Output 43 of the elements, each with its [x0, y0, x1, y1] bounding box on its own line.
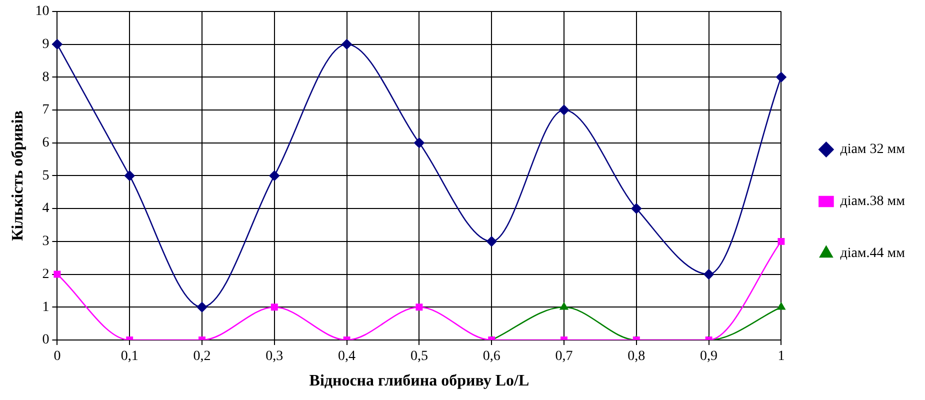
y-tick-label: 2 — [42, 266, 50, 282]
x-tick-label: 0,7 — [555, 349, 573, 364]
point — [778, 238, 785, 245]
x-tick-label: 0,3 — [266, 349, 284, 364]
point — [196, 302, 208, 312]
point — [776, 72, 786, 82]
point — [124, 170, 135, 181]
point — [704, 269, 714, 280]
y-tick-label: 7 — [42, 102, 50, 118]
x-tick-label: 0,6 — [482, 349, 500, 364]
y-tick-label: 1 — [42, 300, 50, 315]
point — [414, 138, 424, 148]
point — [416, 304, 423, 311]
legend-label: діам.38 мм — [840, 194, 906, 210]
x-tick-label: 0,9 — [700, 349, 718, 364]
legend-label: діам.44 мм — [840, 246, 906, 262]
x-tick-label: 0,1 — [120, 349, 138, 364]
y-tick-label: 10 — [35, 4, 50, 20]
point — [269, 170, 280, 181]
y-tick-label: 6 — [42, 136, 50, 151]
point — [270, 304, 278, 311]
y-tick-label: 3 — [42, 234, 50, 250]
point — [342, 39, 352, 50]
x-tick-label: 0,5 — [410, 349, 428, 364]
legend-label: діам 32 мм — [840, 142, 906, 158]
point — [631, 203, 642, 214]
y-tick-label: 5 — [42, 168, 50, 184]
y-tick-label: 8 — [42, 70, 50, 85]
point — [52, 39, 62, 50]
x-tick-label: 0,4 — [338, 349, 356, 364]
x-axis-title: Відносна глибина обриву Lo/L — [309, 372, 530, 390]
point — [777, 302, 786, 310]
x-tick-label: 0,2 — [193, 349, 211, 364]
x-tick-label: 0,8 — [628, 349, 646, 364]
point — [560, 302, 568, 310]
x-tick-label: 0 — [54, 349, 61, 364]
y-axis-title: Кількість обривів — [10, 110, 27, 241]
point — [486, 236, 497, 247]
y-tick-label: 9 — [42, 36, 50, 52]
x-tick-label: 1 — [778, 349, 785, 364]
y-tick-label: 4 — [42, 201, 50, 216]
y-tick-label: 0 — [42, 332, 50, 348]
point — [558, 104, 570, 116]
